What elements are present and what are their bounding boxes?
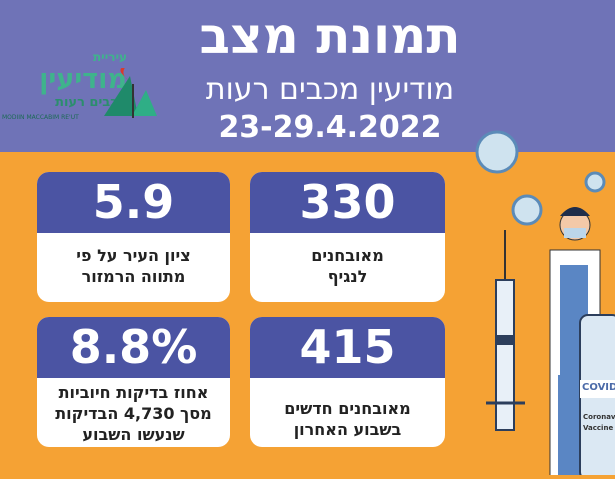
city-logo: עיריית מודיעין מכבים רעות MODIIN MACCABI… bbox=[2, 50, 157, 130]
page-subtitle: מודיעין מכבים רעות bbox=[205, 72, 455, 107]
header-banner: עיריית מודיעין מכבים רעות MODIIN MACCABI… bbox=[0, 0, 615, 152]
stat-label: מאובחנים לנגיף bbox=[250, 233, 445, 287]
label-line: מתווה הרמזור bbox=[81, 267, 186, 286]
label-line: מאובחנים bbox=[311, 246, 384, 265]
label-line: מסך 4,730 הבדיקות bbox=[55, 404, 212, 423]
stat-label: אחוז בדיקות חיוביות מסך 4,730 הבדיקות שנעש… bbox=[37, 378, 230, 445]
logo-text: מכבים רעות bbox=[55, 95, 127, 110]
virus-icon bbox=[475, 130, 606, 226]
logo-mountain-icon bbox=[104, 68, 157, 118]
stat-label: ציון העיר על פי מתווה הרמזור bbox=[37, 233, 230, 287]
label-line: אחוז בדיקות חיוביות bbox=[58, 383, 209, 402]
stat-value: 8.8% bbox=[37, 317, 230, 378]
stat-value: 5.9 bbox=[37, 172, 230, 233]
label-line: מאובחנים חדשים bbox=[284, 399, 411, 418]
vial-label: COVID-19 bbox=[582, 382, 615, 393]
logo-text: מודיעין bbox=[39, 64, 127, 95]
stat-label: מאובחנים חדשים בשבוע האחרון bbox=[250, 378, 445, 440]
stat-card-positive-rate: 8.8% אחוז בדיקות חיוביות מסך 4,730 הבדיקו… bbox=[37, 317, 230, 447]
label-line: שנעשו השבוע bbox=[82, 425, 185, 444]
label-line: ציון העיר על פי bbox=[76, 246, 191, 265]
vial-text: Coronavirus bbox=[583, 413, 615, 421]
label-line: לנגיף bbox=[327, 267, 368, 286]
stat-value: 330 bbox=[250, 172, 445, 233]
stat-card-city-score: 5.9 ציון העיר על פי מתווה הרמזור bbox=[37, 172, 230, 302]
date-range: 23-29.4.2022 bbox=[218, 110, 442, 145]
stat-card-new-diagnosed: 415 מאובחנים חדשים בשבוע האחרון bbox=[250, 317, 445, 447]
page-title: תמונת מצב bbox=[199, 7, 461, 65]
label-line: בשבוע האחרון bbox=[293, 420, 402, 439]
stat-value: 415 bbox=[250, 317, 445, 378]
vaccine-illustration: COVID-19 Coronavirus Vaccine bbox=[440, 120, 615, 479]
doctors-syringe-illustration bbox=[475, 130, 615, 479]
stat-card-diagnosed: 330 מאובחנים לנגיף bbox=[250, 172, 445, 302]
logo-text: MODIIN MACCABIM RE'UT bbox=[2, 114, 79, 121]
logo-text: עיריית bbox=[92, 50, 127, 64]
vial-text: Vaccine bbox=[583, 424, 614, 432]
